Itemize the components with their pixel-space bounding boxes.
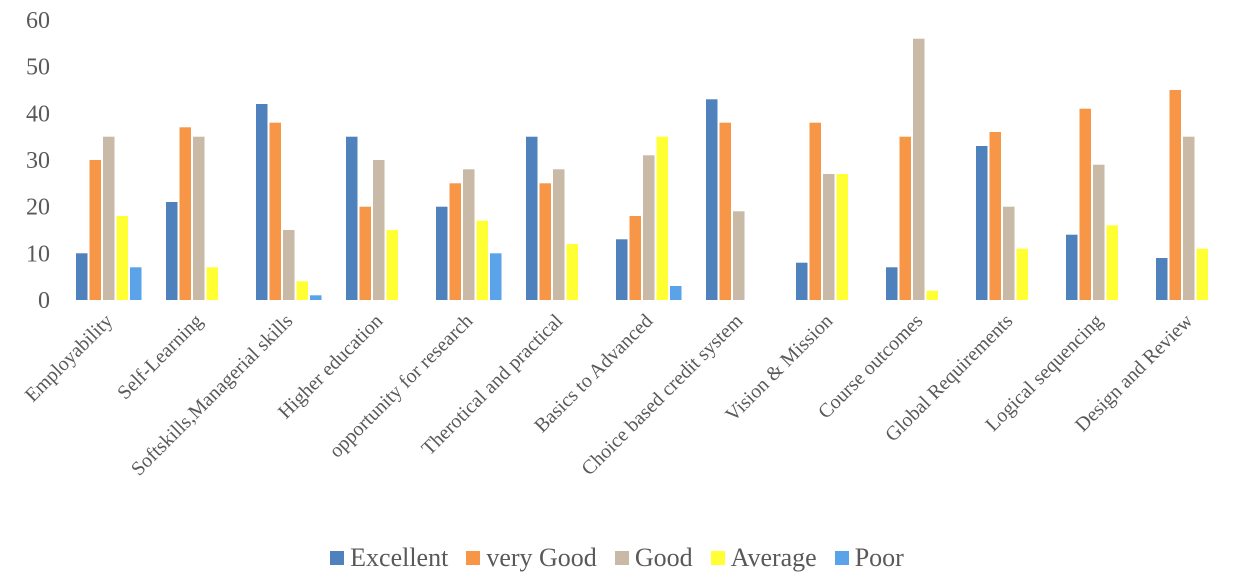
bar-poor xyxy=(490,253,502,300)
bar-average xyxy=(836,174,848,300)
bar-poor xyxy=(130,267,142,300)
bar-good xyxy=(283,230,295,300)
bar-average xyxy=(116,216,128,300)
legend: Excellent very Good Good Average Poor xyxy=(0,538,1234,578)
bar-very-good xyxy=(539,183,551,300)
bar-good xyxy=(733,211,745,300)
x-tick-label: Employability xyxy=(21,310,117,406)
plot-area xyxy=(76,38,1208,300)
legend-swatch xyxy=(834,551,849,565)
bar-very-good xyxy=(179,127,191,300)
bar-average xyxy=(926,290,938,300)
bar-average xyxy=(386,230,398,300)
legend-label: Excellent xyxy=(350,543,449,572)
legend-label: Good xyxy=(634,543,693,572)
bar-very-good xyxy=(899,136,911,300)
legend-swatch xyxy=(466,551,481,565)
bar-very-good xyxy=(1169,90,1181,300)
bar-excellent xyxy=(436,206,448,300)
bar-average xyxy=(476,220,488,300)
bar-excellent xyxy=(706,99,718,300)
bar-average xyxy=(566,244,578,300)
bar-good xyxy=(103,136,115,300)
legend-label: very Good xyxy=(486,543,597,572)
bar-average xyxy=(296,281,308,300)
bar-excellent xyxy=(1156,258,1168,300)
legend-label: Poor xyxy=(854,543,904,572)
bar-poor xyxy=(670,286,682,300)
bar-very-good xyxy=(629,216,641,300)
bar-excellent xyxy=(1066,234,1078,300)
y-axis: 0 10 20 30 40 50 60 xyxy=(26,8,50,314)
bar-very-good xyxy=(989,132,1001,300)
legend-item: Poor xyxy=(834,543,904,573)
bar-average xyxy=(1016,248,1028,300)
legend-item: very Good xyxy=(466,543,597,573)
legend-item: Average xyxy=(710,543,817,573)
bar-good xyxy=(373,160,385,300)
bar-very-good xyxy=(1079,108,1091,300)
bar-good xyxy=(1003,206,1015,300)
bar-excellent xyxy=(256,104,268,300)
y-tick-label: 50 xyxy=(26,55,50,81)
y-tick-label: 0 xyxy=(38,288,50,314)
bar-average xyxy=(206,267,218,300)
bar-good xyxy=(823,174,835,300)
bar-very-good xyxy=(719,122,731,300)
bar-very-good xyxy=(449,183,461,300)
legend-swatch xyxy=(330,551,345,565)
bar-good xyxy=(643,155,655,300)
legend-label: Average xyxy=(730,543,817,572)
bar-very-good xyxy=(89,160,101,300)
legend-swatch xyxy=(614,551,629,565)
bar-average xyxy=(656,136,668,300)
bar-good xyxy=(553,169,565,300)
bar-good xyxy=(1183,136,1195,300)
bar-average xyxy=(1196,248,1208,300)
bar-good xyxy=(913,38,925,300)
y-tick-label: 30 xyxy=(26,148,50,174)
bar-excellent xyxy=(616,239,628,300)
y-tick-label: 10 xyxy=(26,241,50,267)
bar-poor xyxy=(310,295,322,300)
bar-good xyxy=(463,169,475,300)
x-tick-label: Choice based credit system xyxy=(577,310,747,480)
legend-item: Excellent xyxy=(330,543,448,573)
bar-excellent xyxy=(166,202,178,300)
bar-excellent xyxy=(526,136,538,300)
bar-very-good xyxy=(269,122,281,300)
legend-item: Good xyxy=(614,543,693,573)
bar-excellent xyxy=(76,253,88,300)
y-tick-label: 20 xyxy=(26,195,50,221)
bar-average xyxy=(1106,225,1118,300)
bar-chart: 0 10 20 30 40 50 60 EmployabilitySelf-Learning… xyxy=(21,8,1208,481)
x-tick-label: Softskills,Managerial skills xyxy=(127,310,297,480)
x-axis: EmployabilitySelf-LearningSoftskills,Man… xyxy=(21,310,1198,481)
bar-good xyxy=(193,136,205,300)
bar-excellent xyxy=(346,136,358,300)
bar-very-good xyxy=(809,122,821,300)
legend-swatch xyxy=(710,551,725,565)
bar-excellent xyxy=(796,262,808,300)
bar-very-good xyxy=(359,206,371,300)
bar-good xyxy=(1093,164,1105,300)
y-tick-label: 40 xyxy=(26,101,50,127)
y-tick-label: 60 xyxy=(26,8,50,34)
bar-excellent xyxy=(886,267,898,300)
bar-excellent xyxy=(976,146,988,300)
x-tick-label: Self-Learning xyxy=(113,310,207,404)
